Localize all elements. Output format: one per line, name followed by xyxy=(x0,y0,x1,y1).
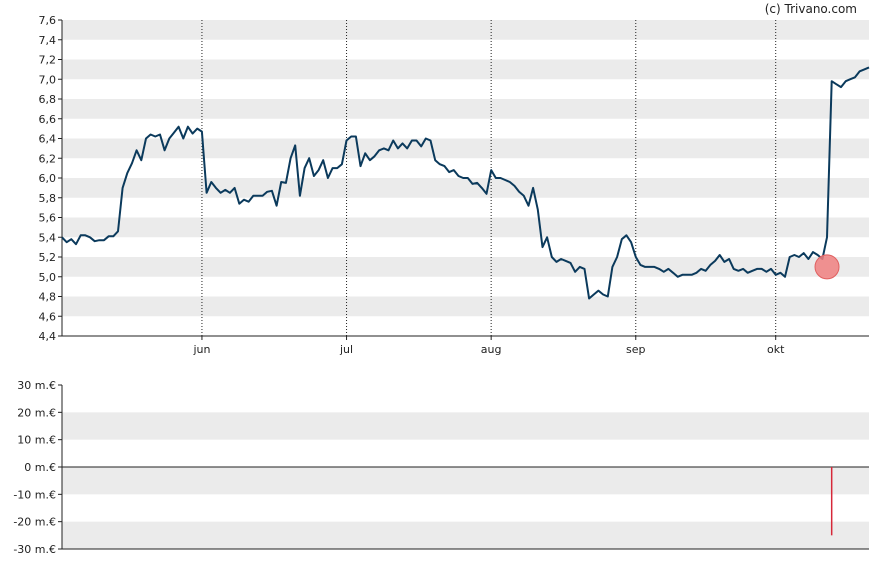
price-marker xyxy=(814,254,840,280)
x-tick-label: jun xyxy=(192,343,210,356)
price-y-axis: 7,6 7,4 7,2 7,0 6,8 6,6 6,4 6,2 6,0 5,8 5,6 5,4 5,2 5… xyxy=(39,14,62,343)
price-band xyxy=(62,296,869,317)
y-tick-label: 6,2 xyxy=(39,152,57,165)
volume-tick-label: -30 m.€ xyxy=(13,543,56,556)
y-tick-label: 7,6 xyxy=(39,14,57,27)
credit-text: (c) Trivano.com xyxy=(765,2,857,16)
volume-tick-label: 10 m.€ xyxy=(17,434,56,447)
y-tick-label: 4,4 xyxy=(39,330,57,343)
volume-band xyxy=(62,521,869,549)
y-tick-label: 5,2 xyxy=(39,251,57,264)
x-tick-label: aug xyxy=(481,343,502,356)
volume-tick-label: 20 m.€ xyxy=(17,406,56,419)
price-band xyxy=(62,59,869,80)
price-line xyxy=(61,66,870,300)
x-tick-label: jul xyxy=(339,343,353,356)
y-tick-label: 5,4 xyxy=(39,231,57,244)
x-tick-label: sep xyxy=(626,343,645,356)
price-band xyxy=(62,99,869,119)
price-band xyxy=(62,257,869,277)
volume-tick-label: 30 m.€ xyxy=(17,379,56,392)
y-tick-label: 5,0 xyxy=(39,271,57,284)
price-band xyxy=(62,138,869,159)
price-series-line xyxy=(61,66,870,300)
event-marker xyxy=(814,254,840,280)
y-tick-label: 7,0 xyxy=(39,73,57,86)
price-panel-bands xyxy=(62,20,869,317)
volume-y-axis: 30 m.€ 20 m.€ 10 m.€ 0 m.€ -10 m.€ -20 m.€ -30… xyxy=(13,379,62,556)
price-band xyxy=(62,20,869,40)
volume-panel-bands xyxy=(62,412,869,549)
y-tick-label: 7,2 xyxy=(39,54,57,67)
y-tick-label: 7,4 xyxy=(39,34,57,47)
y-tick-label: 5,6 xyxy=(39,212,57,225)
price-band xyxy=(62,178,869,198)
volume-band xyxy=(62,412,869,440)
volume-tick-label: -10 m.€ xyxy=(13,488,56,501)
volume-tick-label: -20 m.€ xyxy=(13,516,56,529)
y-tick-label: 4,6 xyxy=(39,310,57,323)
price-x-axis: junjulaugsepoktnovdec2025febmrtapr xyxy=(192,336,785,356)
volume-tick-label: 0 m.€ xyxy=(24,461,56,474)
y-tick-label: 6,0 xyxy=(39,172,57,185)
y-tick-label: 5,8 xyxy=(39,192,57,205)
volume-band xyxy=(62,467,869,495)
y-tick-label: 6,6 xyxy=(39,113,57,126)
y-tick-label: 6,4 xyxy=(39,133,57,146)
price-band xyxy=(62,217,869,238)
x-tick-label: okt xyxy=(767,343,785,356)
y-tick-label: 4,8 xyxy=(39,291,57,304)
y-tick-label: 6,8 xyxy=(39,93,57,106)
